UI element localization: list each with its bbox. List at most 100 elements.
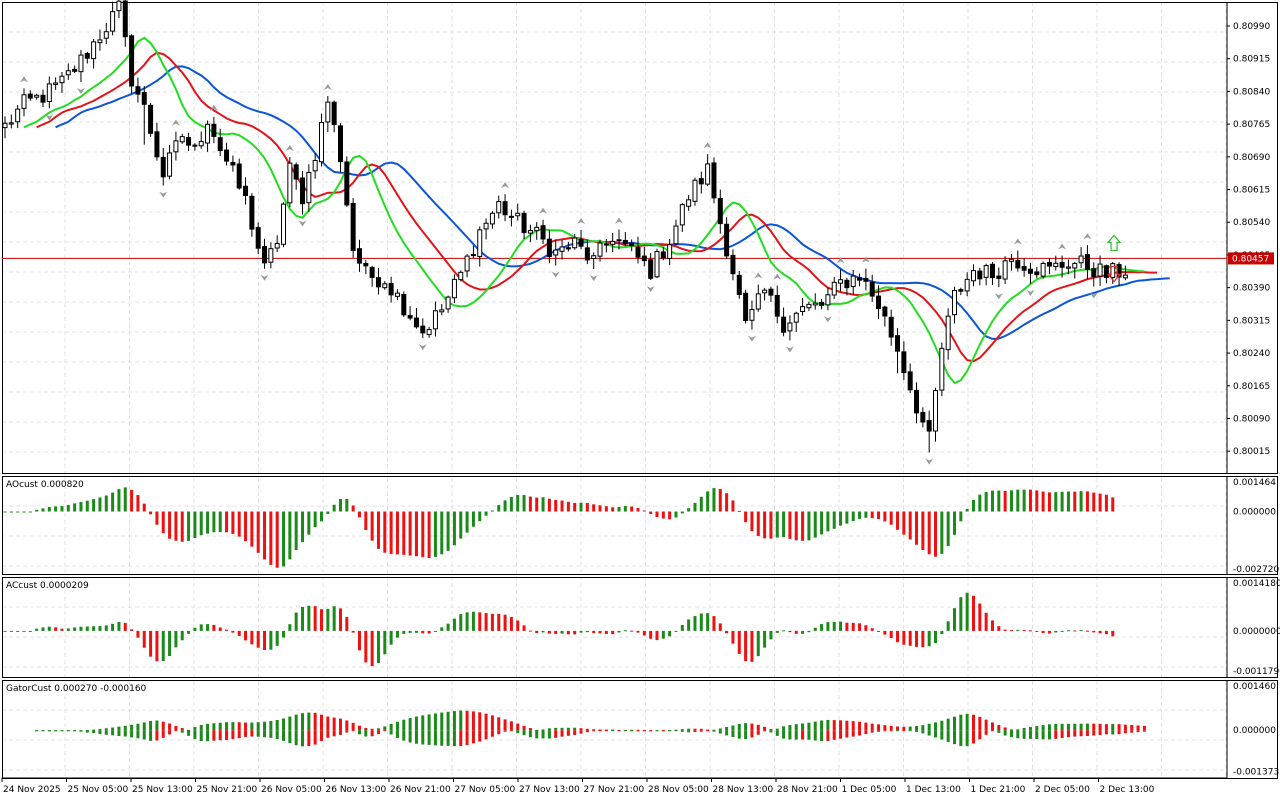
time-tick-label: 28 Nov 13:00	[713, 785, 774, 795]
price-tick-label: 0.80240	[1233, 349, 1270, 359]
ac-bar	[712, 616, 716, 631]
gator-upper-bar	[338, 718, 342, 731]
gator-lower-bar	[655, 730, 659, 732]
gator-lower-bar	[522, 730, 526, 736]
gator-upper-bar	[896, 726, 900, 731]
green-outline-up-arrow-icon	[1106, 234, 1122, 252]
gator-upper-bar	[307, 712, 311, 731]
bear-candle	[774, 294, 780, 317]
bear-candle	[1046, 261, 1052, 267]
ao-bar	[1054, 492, 1058, 512]
bear-candle	[413, 317, 419, 328]
ac-bar	[674, 630, 678, 632]
ac-bar	[978, 603, 982, 631]
ao-bar	[301, 511, 305, 543]
gator-lower-bar	[1054, 730, 1058, 739]
gator-lower-bar	[699, 730, 703, 732]
ao-bar	[915, 511, 919, 545]
gator-upper-bar	[370, 728, 374, 731]
ao-bar	[756, 511, 760, 537]
bull-candle	[591, 255, 597, 260]
bear-candle	[84, 52, 90, 59]
gator-upper-bar	[940, 720, 944, 731]
gator-lower-bar	[889, 730, 893, 732]
ac-bar	[528, 630, 532, 632]
ao-bar	[522, 494, 526, 512]
gator-lower-bar	[509, 730, 513, 732]
bull-candle	[534, 226, 540, 232]
gator-upper-bar	[902, 726, 906, 731]
gator-lower-bar	[566, 730, 570, 736]
ao-bar	[782, 511, 786, 538]
bull-candle	[686, 199, 692, 207]
bull-candle	[97, 39, 103, 44]
ao-bar	[547, 498, 551, 512]
gator-lower-bar	[1066, 730, 1070, 738]
ao-bar	[60, 506, 64, 512]
ac-bar	[212, 624, 216, 631]
ac-bar	[484, 613, 488, 631]
gator-upper-bar	[915, 725, 919, 731]
gator-upper-bar	[421, 715, 425, 731]
bull-candle	[59, 75, 65, 84]
gator-upper-bar	[870, 723, 874, 731]
ao-bar	[180, 511, 184, 542]
ao-bar	[737, 510, 741, 512]
ac-bar	[256, 630, 260, 648]
gator-upper-bar	[750, 723, 754, 731]
gator-upper-bar	[965, 713, 969, 731]
ac-bar	[820, 624, 824, 631]
ac-bar	[490, 613, 494, 631]
gator-upper-bar	[832, 720, 836, 731]
ac-bar	[395, 630, 399, 638]
gator-lower-bar	[1009, 730, 1013, 738]
ac-bar	[206, 624, 210, 631]
bull-candle	[692, 179, 698, 202]
gator-lower-bar	[744, 730, 748, 740]
ac-bar	[984, 612, 988, 631]
ao-bar	[263, 511, 267, 560]
gator-lower-bar	[326, 730, 330, 738]
bull-candle	[616, 239, 622, 242]
gator-upper-bar	[1085, 723, 1089, 731]
fractal-down-arrow-icon	[1026, 289, 1035, 296]
ao-bar	[1028, 489, 1032, 512]
gator-lower-bar	[990, 730, 994, 732]
ac-bar	[60, 628, 64, 631]
bull-candle	[1122, 274, 1128, 279]
ao-bar	[1003, 490, 1007, 512]
gator-upper-bar	[585, 728, 589, 731]
ac-bar	[459, 614, 463, 631]
ao-bar	[490, 510, 494, 512]
ao-bar	[1047, 492, 1051, 512]
gator-lower-bar	[320, 730, 323, 741]
main-price-scale: 0.80990 0.80915 0.80840 0.80765 0.80690 0.806…	[1227, 22, 1270, 457]
ao-bar	[28, 511, 32, 513]
ao-bar	[877, 511, 881, 520]
ac-bar	[1104, 630, 1108, 635]
gator-lower-bar	[376, 730, 380, 735]
ao-bar	[389, 511, 393, 554]
ao-bar	[73, 503, 77, 512]
gator-upper-bar	[1130, 725, 1134, 731]
bear-candle	[584, 247, 590, 261]
gator-lower-bar	[915, 730, 919, 732]
time-tick-label: 24 Nov 2025	[3, 785, 61, 795]
gator-tick-label: -0.001373	[1233, 768, 1279, 778]
bear-candle	[186, 136, 192, 146]
ao-bar	[288, 511, 292, 560]
bull-candle	[673, 225, 679, 245]
ac-bar	[915, 630, 919, 647]
ac-bar	[66, 628, 70, 631]
ao-histogram	[3, 487, 1115, 568]
ao-bar	[693, 502, 697, 512]
ao-bar	[433, 511, 437, 557]
ac-bar	[940, 630, 944, 635]
ao-bar	[1111, 497, 1115, 512]
gator-upper-bar	[269, 721, 273, 731]
ac-bar	[687, 619, 691, 631]
time-axis: 24 Nov 2025 25 Nov 05:00 25 Nov 13:00 25 No…	[1, 777, 1227, 795]
bull-candle	[515, 212, 521, 217]
